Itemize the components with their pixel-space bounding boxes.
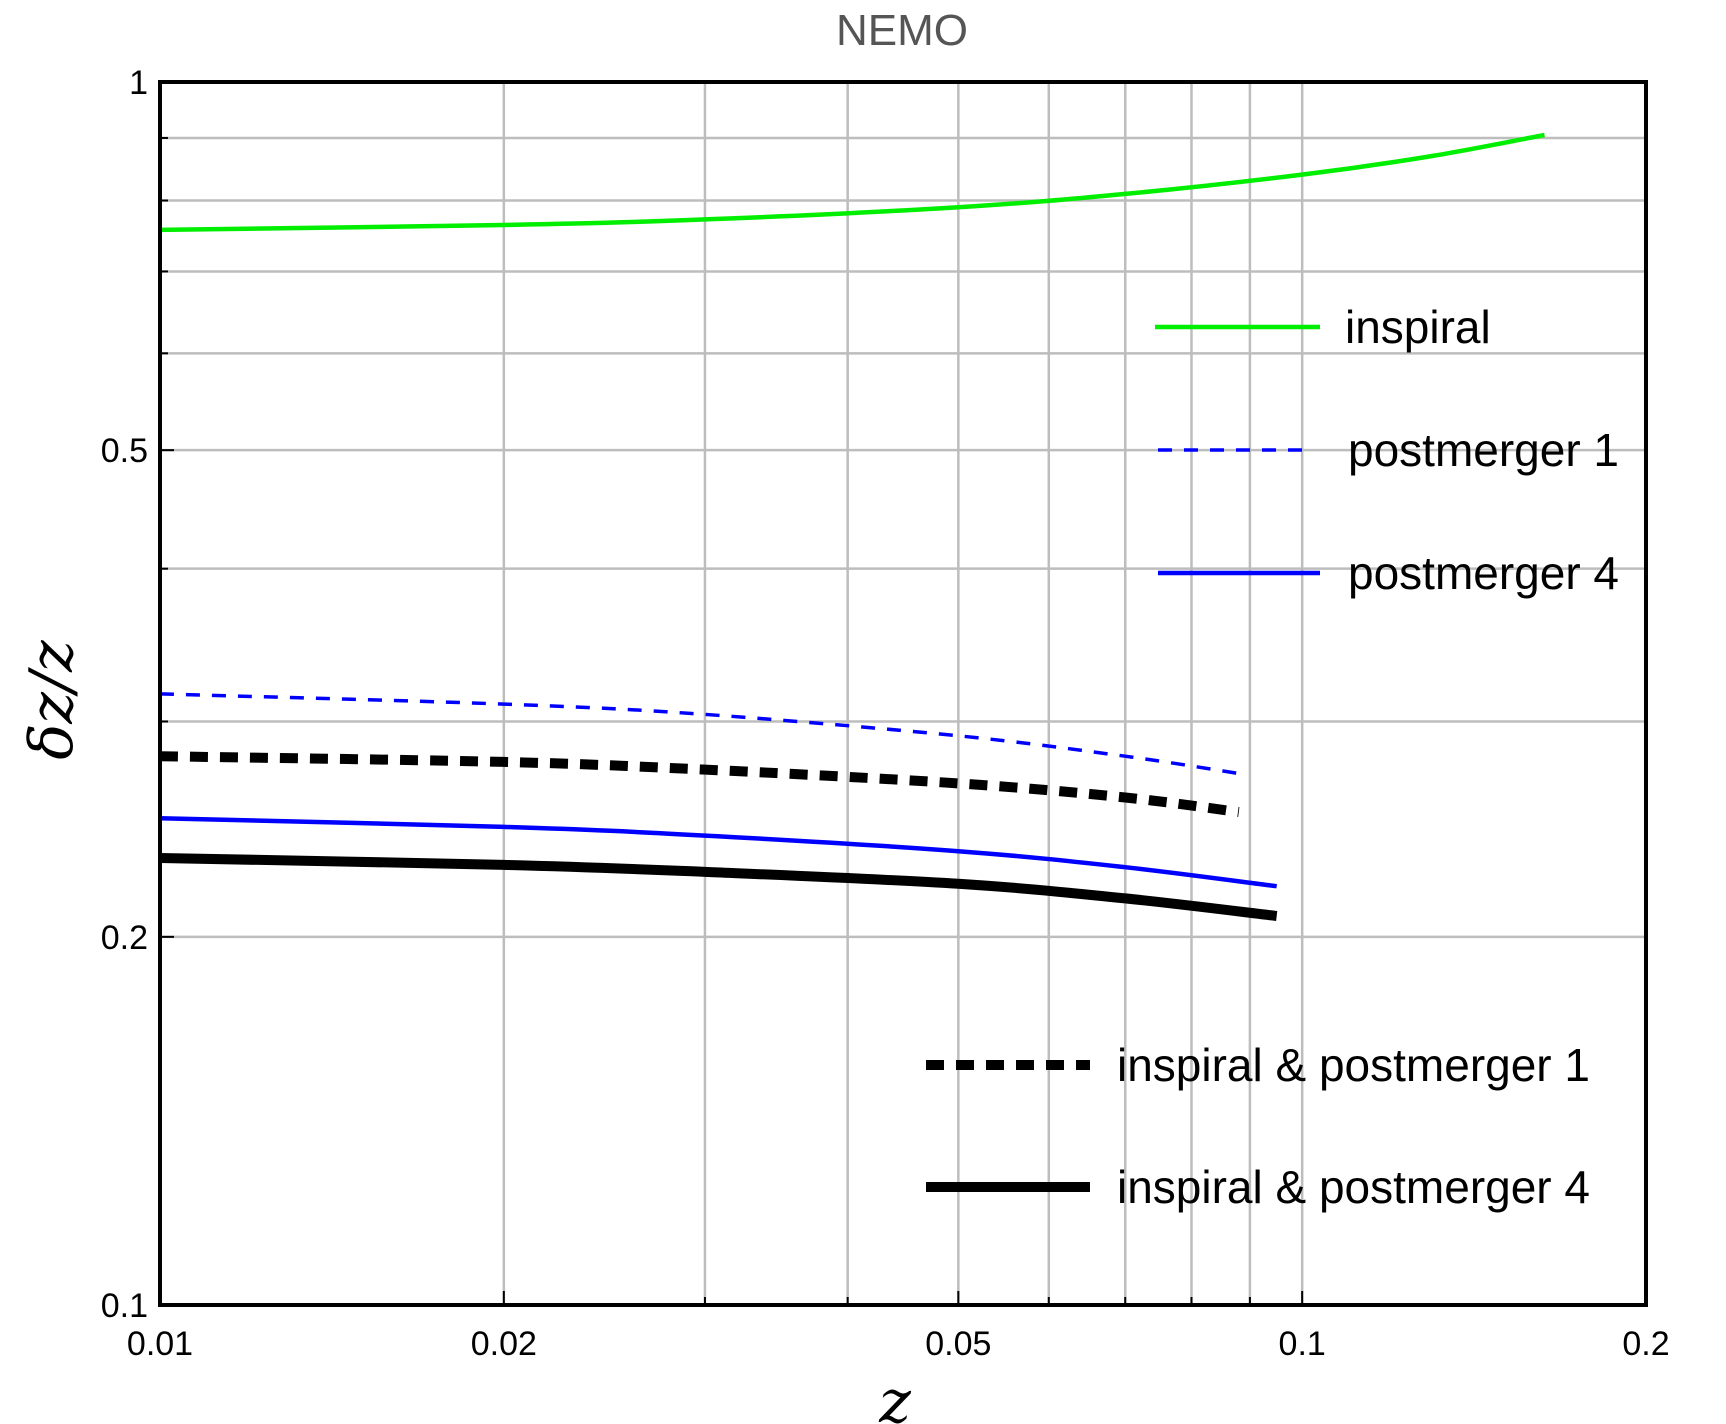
series-line-3 [159, 816, 1277, 889]
chart-title: NEMO [836, 6, 968, 55]
x-tick-label: 0.02 [471, 1325, 537, 1363]
legend-label-1: inspiral [1345, 301, 1491, 353]
y-tick-label: 0.1 [101, 1287, 148, 1325]
legend: inspiral postmerger 1 postmerger 4 inspiral… [926, 301, 1619, 1213]
series-line-1 [159, 132, 1545, 233]
y-tick-label: 0.2 [101, 919, 148, 957]
legend-label-4: inspiral & postmerger 1 [1117, 1039, 1590, 1091]
legend-label-3: postmerger 4 [1348, 547, 1619, 599]
series-line-2 [159, 692, 1240, 776]
grid [160, 82, 1646, 1305]
y-axis-label: δz/z [17, 640, 87, 760]
tick-labels: 0.01 0.02 0.05 0.1 0.2 0.1 0.2 0.5 1 [101, 64, 1670, 1363]
x-axis-label: z [878, 1367, 911, 1424]
series-layer [159, 132, 1545, 921]
ticks [159, 81, 1647, 1306]
legend-label-2: postmerger 1 [1348, 424, 1619, 476]
x-tick-label: 0.2 [1622, 1325, 1669, 1363]
series-line-4 [159, 751, 1240, 817]
x-tick-label: 0.05 [925, 1325, 991, 1363]
x-tick-label: 0.01 [127, 1325, 193, 1363]
series-line-5 [159, 853, 1278, 921]
y-tick-label: 0.5 [101, 432, 148, 470]
y-tick-label: 1 [129, 64, 148, 102]
plot-frame [158, 80, 1648, 1307]
legend-label-5: inspiral & postmerger 4 [1117, 1161, 1590, 1213]
x-tick-label: 0.1 [1279, 1325, 1326, 1363]
